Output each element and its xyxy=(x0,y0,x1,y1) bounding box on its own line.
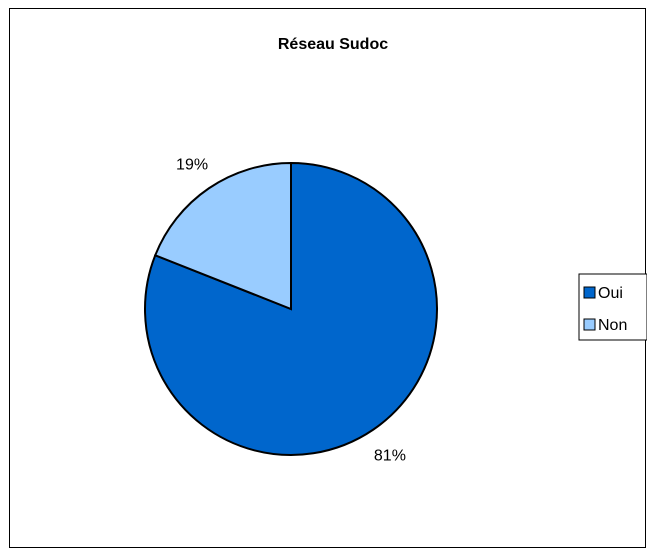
legend-label-non: Non xyxy=(598,317,627,334)
legend-swatch-oui xyxy=(583,286,596,299)
legend-swatch-non xyxy=(583,318,596,331)
data-labels: 81% 19% xyxy=(176,156,406,464)
legend-label-oui: Oui xyxy=(598,285,623,302)
pie-slices xyxy=(144,161,438,456)
data-label-oui: 81% xyxy=(374,448,406,465)
chart-title: Réseau Sudoc xyxy=(278,36,388,53)
legend: Oui Non xyxy=(578,273,647,341)
pie-slice-non xyxy=(153,161,292,311)
data-label-non: 19% xyxy=(176,156,208,173)
